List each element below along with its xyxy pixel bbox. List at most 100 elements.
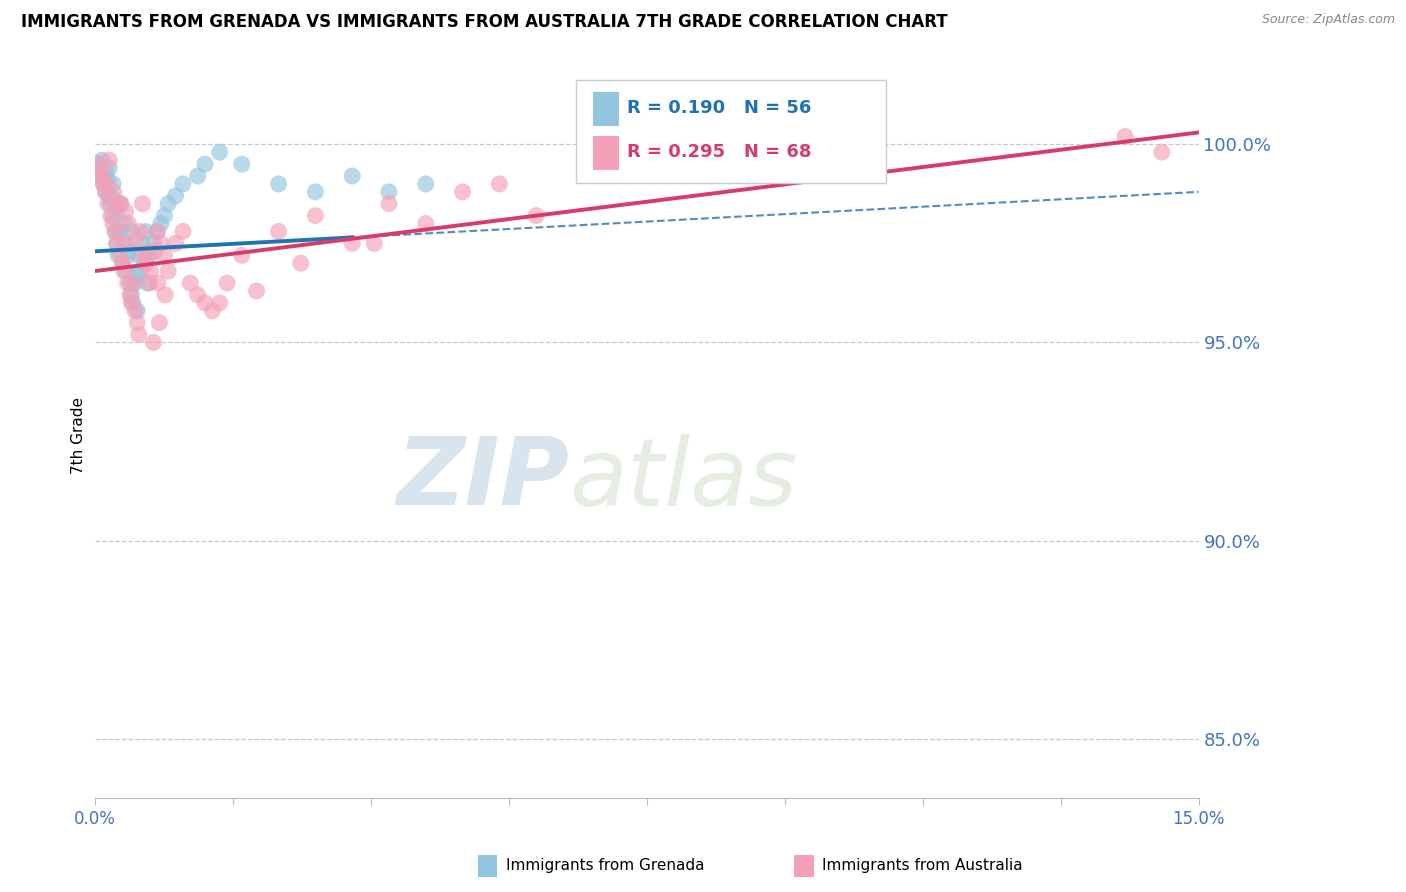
Point [105, 236, 128, 251]
Point [290, 256, 312, 270]
Point [96, 181, 118, 195]
Point [136, 276, 159, 290]
Point [118, 276, 141, 290]
Point [124, 303, 146, 318]
Text: atlas: atlas [569, 434, 797, 524]
Point [131, 196, 153, 211]
Point [94, 185, 117, 199]
Point [146, 276, 169, 290]
Point [153, 209, 176, 223]
Point [98, 161, 121, 175]
Point [136, 244, 159, 259]
Point [98, 153, 121, 168]
Point [101, 177, 124, 191]
Point [142, 236, 165, 251]
Point [157, 264, 180, 278]
Point [179, 276, 201, 290]
Point [451, 185, 474, 199]
Point [111, 256, 134, 270]
Point [304, 209, 326, 223]
Text: IMMIGRANTS FROM GRENADA VS IMMIGRANTS FROM AUSTRALIA 7TH GRADE CORRELATION CHART: IMMIGRANTS FROM GRENADA VS IMMIGRANTS FR… [21, 13, 948, 31]
Point [114, 264, 136, 278]
Point [110, 196, 132, 211]
Point [378, 185, 401, 199]
Point [304, 185, 326, 199]
Point [155, 288, 177, 302]
Point [104, 225, 127, 239]
Point [107, 248, 129, 262]
Point [94, 185, 117, 199]
Text: R = 0.295   N = 68: R = 0.295 N = 68 [627, 144, 811, 161]
Point [94, 165, 117, 179]
Point [127, 303, 149, 318]
Point [128, 327, 150, 342]
Point [120, 295, 142, 310]
Point [135, 225, 157, 239]
Point [148, 316, 170, 330]
Point [121, 276, 143, 290]
Point [110, 248, 132, 262]
Point [231, 248, 253, 262]
Point [139, 264, 162, 278]
Point [103, 185, 125, 199]
Point [100, 196, 122, 211]
Point [110, 196, 132, 211]
Point [139, 276, 162, 290]
Point [105, 204, 128, 219]
Point [104, 225, 127, 239]
Point [187, 288, 209, 302]
Y-axis label: 7th Grade: 7th Grade [72, 397, 86, 474]
Point [340, 236, 363, 251]
Point [135, 256, 157, 270]
Point [231, 157, 253, 171]
Point [117, 276, 139, 290]
Point [142, 335, 165, 350]
Point [139, 248, 162, 262]
Point [194, 295, 217, 310]
Point [129, 225, 152, 239]
Point [129, 264, 152, 278]
Point [97, 173, 120, 187]
Point [98, 189, 121, 203]
Point [134, 256, 156, 270]
Point [415, 217, 437, 231]
Point [165, 189, 187, 203]
Point [146, 225, 169, 239]
Point [124, 276, 146, 290]
Point [378, 196, 401, 211]
Point [117, 248, 139, 262]
Point [340, 169, 363, 183]
Point [87, 157, 110, 171]
Point [153, 248, 176, 262]
Text: Immigrants from Australia: Immigrants from Australia [823, 858, 1022, 872]
Point [101, 209, 124, 223]
Point [118, 244, 141, 259]
Point [208, 295, 231, 310]
Point [90, 153, 112, 168]
Point [114, 236, 136, 251]
Text: Source: ZipAtlas.com: Source: ZipAtlas.com [1261, 13, 1395, 27]
Point [125, 268, 148, 282]
Point [363, 236, 385, 251]
Point [112, 264, 135, 278]
Point [215, 276, 238, 290]
Point [101, 217, 124, 231]
Point [96, 177, 118, 191]
Point [524, 209, 547, 223]
Point [110, 225, 132, 239]
Point [267, 177, 290, 191]
Point [112, 217, 135, 231]
Point [105, 236, 128, 251]
Point [127, 316, 149, 330]
Point [118, 288, 141, 302]
Text: R = 0.190   N = 56: R = 0.190 N = 56 [627, 99, 811, 117]
Point [149, 217, 172, 231]
Point [149, 236, 172, 251]
Point [208, 145, 231, 160]
Point [599, 137, 621, 152]
Point [194, 157, 217, 171]
Point [146, 225, 169, 239]
Point [121, 295, 143, 310]
Point [1150, 145, 1173, 160]
Point [107, 196, 129, 211]
